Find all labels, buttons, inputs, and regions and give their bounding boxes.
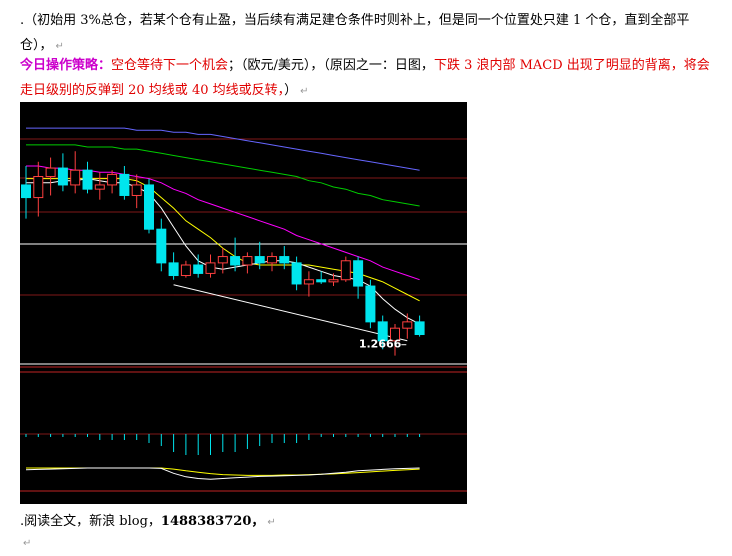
paragraph-read-more: .阅读全文，新浪 blog，1488383720， ↵ [20,509,710,535]
candle-body [254,256,265,264]
candle-body [316,279,327,283]
candle-body [119,173,130,196]
candle-body [131,184,142,196]
chart-svg: 1.2666 [20,127,467,492]
paragraph-strategy: 今日操作策略：空仓等待下一个机会；（欧元/美元），（原因之一：日图，下跌 3 浪… [20,53,710,104]
read-more-tail: ， [251,514,265,529]
candle-body [94,184,105,190]
macd-signal-line [26,467,420,476]
candle-body [279,256,290,264]
candle-body [365,285,376,323]
candle-body [193,264,204,274]
candle-body [144,184,154,230]
candle-body [180,264,191,277]
macd-line [25,467,420,480]
strategy-label: 今日操作策略 [20,58,99,73]
position-rule-text: （初始用 3%总仓，若某个仓有止盈，当后续有满足建仓条件时则补上，但是同一个位置… [20,13,690,53]
ma40-line [26,144,420,207]
ma60-line [26,127,420,171]
candle-body [33,176,44,199]
low-price-label: 1.2666 [359,338,402,351]
empty-paragraph: ↵ [20,530,710,556]
paragraph-mark-icon: ↵ [300,86,309,97]
strategy-tail: ） [284,83,298,98]
candle-body [205,262,216,274]
paragraph-position-rule: .（初始用 3%总仓，若某个仓有止盈，当后续有满足建仓条件时则补上，但是同一个位… [20,8,710,59]
candle-body [340,260,351,281]
strategy-pair: ；（欧元/美元），（原因之一：日图， [228,58,434,73]
candle-body [70,169,81,186]
candle-body [414,321,425,336]
candle-body [390,327,400,342]
candle-body [291,262,302,285]
candle-body [21,184,31,199]
candle-body [230,256,241,266]
paragraph-mark-icon: ↵ [23,538,32,549]
candle-body [242,256,253,266]
strategy-colon: ： [98,58,112,73]
candlestick-chart: 1.2666 [20,102,467,504]
candle-body [82,169,93,190]
candle-body [402,321,413,329]
candle-body [168,262,179,277]
strategy-reason: 下跌 3 浪内部 MACD 出现了明显的背离，将会走日级别的反弹到 20 均线或… [20,58,710,98]
candle-body [57,167,68,186]
lead-dot: . [20,13,25,28]
candle-body [107,173,118,186]
candle-body [217,256,228,264]
divergence-trend-line [173,284,408,342]
candle-body [156,228,167,264]
paragraph-mark-icon: ↵ [55,41,64,52]
paragraph-mark-icon: ↵ [267,517,276,528]
candle-body [267,256,277,264]
read-more-text: .阅读全文，新浪 blog， [20,514,161,529]
candle-body [377,321,388,342]
blog-number: 1488383720 [160,514,252,529]
candle-body [353,260,364,287]
candle-body [303,279,314,285]
strategy-text: 空仓等待下一个机会 [111,58,229,73]
candle-body [328,279,339,283]
candle-body [45,167,56,178]
